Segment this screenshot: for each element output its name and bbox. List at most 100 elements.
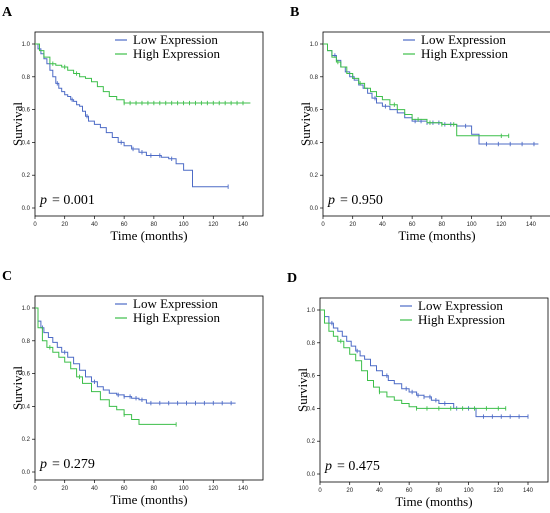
x-tick-label: 120 [208, 222, 219, 228]
y-tick-label: 0.0 [22, 206, 31, 212]
y-tick-label: 1.0 [307, 308, 316, 314]
y-tick-label: 0.2 [22, 173, 31, 179]
x-axis-label: Time (months) [398, 228, 475, 243]
series-line-high [35, 43, 251, 104]
series-line-high [35, 307, 177, 425]
y-tick-label: 0.0 [310, 206, 319, 212]
legend-entry: High Expression [418, 312, 506, 327]
y-tick-label: 0.8 [22, 75, 31, 81]
plot-frame [322, 31, 550, 217]
x-tick-label: 40 [376, 488, 383, 494]
y-tick-label: 0.0 [307, 472, 316, 478]
y-axis-label: Survival [295, 368, 310, 412]
plot-frame [34, 31, 264, 217]
y-tick-label: 0.6 [307, 374, 316, 380]
y-tick-label: 1.0 [22, 42, 31, 48]
x-tick-label: 140 [238, 222, 249, 228]
y-tick-label: 0.6 [310, 108, 319, 114]
series-line-low [35, 307, 236, 404]
legend-entry: Low Expression [133, 296, 218, 311]
x-tick-label: 100 [179, 222, 190, 228]
panel-d: D 0.0 0.2 0.4 0.6 0.8 1.0 0 20 40 60 80 100 120 140 Tim… [287, 271, 549, 509]
p-label: p [39, 457, 47, 472]
y-tick-label: 0.4 [22, 404, 31, 410]
panel-letter: D [287, 271, 297, 286]
x-tick-label: 40 [91, 222, 98, 228]
panel-a: A 0.0 0.2 0.4 0.6 0.8 1.0 0 20 40 60 80 100 120 140 Tim… [2, 5, 264, 243]
y-tick-label: 0.6 [22, 372, 31, 378]
panel-letter: A [2, 5, 13, 20]
x-tick-label: 140 [238, 486, 249, 492]
series-line-high [323, 43, 509, 137]
p-value: = 0.001 [52, 193, 95, 208]
series-line-low [320, 309, 528, 418]
y-axis-label: Survival [298, 102, 313, 146]
plot-frame [34, 295, 264, 481]
x-tick-label: 80 [439, 222, 446, 228]
p-label: p [324, 459, 332, 474]
x-axis-label: Time (months) [395, 494, 472, 509]
panel-letter: B [290, 5, 299, 20]
y-tick-label: 0.4 [307, 406, 316, 412]
x-tick-label: 0 [321, 222, 325, 228]
y-tick-label: 0.8 [310, 75, 319, 81]
x-tick-label: 120 [208, 486, 219, 492]
y-tick-label: 1.0 [310, 42, 319, 48]
x-tick-label: 100 [464, 488, 475, 494]
panel-c: C 0.0 0.2 0.4 0.6 0.8 1.0 0 20 40 60 80 100 120 140 Tim… [2, 269, 264, 507]
x-tick-label: 40 [379, 222, 386, 228]
x-tick-label: 140 [526, 222, 537, 228]
x-axis-label: Time (months) [110, 228, 187, 243]
y-tick-label: 1.0 [22, 306, 31, 312]
y-axis-label: Survival [10, 366, 25, 410]
legend-entry: High Expression [133, 46, 221, 61]
series-line-high [320, 309, 506, 409]
p-value: = 0.475 [337, 459, 380, 474]
x-tick-label: 60 [409, 222, 416, 228]
legend-entry: High Expression [133, 310, 221, 325]
plot-frame [319, 297, 549, 483]
p-label: p [327, 193, 335, 208]
panel-b: B 0.0 0.2 0.4 0.6 0.8 1.0 0 20 40 60 80 100 120 140 Tim… [290, 5, 550, 243]
y-tick-label: 0.2 [307, 439, 316, 445]
p-value: = 0.279 [52, 457, 95, 472]
x-tick-label: 100 [179, 486, 190, 492]
x-tick-label: 80 [151, 222, 158, 228]
p-label: p [39, 193, 47, 208]
x-tick-label: 80 [436, 488, 443, 494]
x-tick-label: 20 [346, 488, 353, 494]
x-tick-label: 20 [61, 486, 68, 492]
legend-entry: Low Expression [421, 32, 506, 47]
y-tick-label: 0.4 [22, 140, 31, 146]
x-tick-label: 0 [318, 488, 322, 494]
x-tick-label: 0 [33, 222, 37, 228]
x-tick-label: 20 [61, 222, 68, 228]
y-tick-label: 0.4 [310, 140, 319, 146]
x-tick-label: 60 [121, 486, 128, 492]
x-tick-label: 80 [151, 486, 158, 492]
x-axis-label: Time (months) [110, 492, 187, 507]
legend-entry: Low Expression [418, 298, 503, 313]
x-tick-label: 60 [406, 488, 413, 494]
legend-entry: Low Expression [133, 32, 218, 47]
y-tick-label: 0.8 [22, 339, 31, 345]
x-tick-label: 120 [493, 488, 504, 494]
x-tick-label: 140 [523, 488, 534, 494]
x-tick-label: 40 [91, 486, 98, 492]
y-tick-label: 0.0 [22, 470, 31, 476]
series-line-low [35, 43, 229, 188]
p-value: = 0.950 [340, 193, 383, 208]
y-axis-label: Survival [10, 102, 25, 146]
x-tick-label: 20 [349, 222, 356, 228]
y-tick-label: 0.2 [310, 173, 319, 179]
y-tick-label: 0.6 [22, 108, 31, 114]
x-tick-label: 100 [467, 222, 478, 228]
y-tick-label: 0.2 [22, 437, 31, 443]
panel-letter: C [2, 269, 12, 284]
x-tick-label: 0 [33, 486, 37, 492]
x-tick-label: 60 [121, 222, 128, 228]
x-tick-label: 120 [496, 222, 507, 228]
legend-entry: High Expression [421, 46, 509, 61]
y-tick-label: 0.8 [307, 341, 316, 347]
